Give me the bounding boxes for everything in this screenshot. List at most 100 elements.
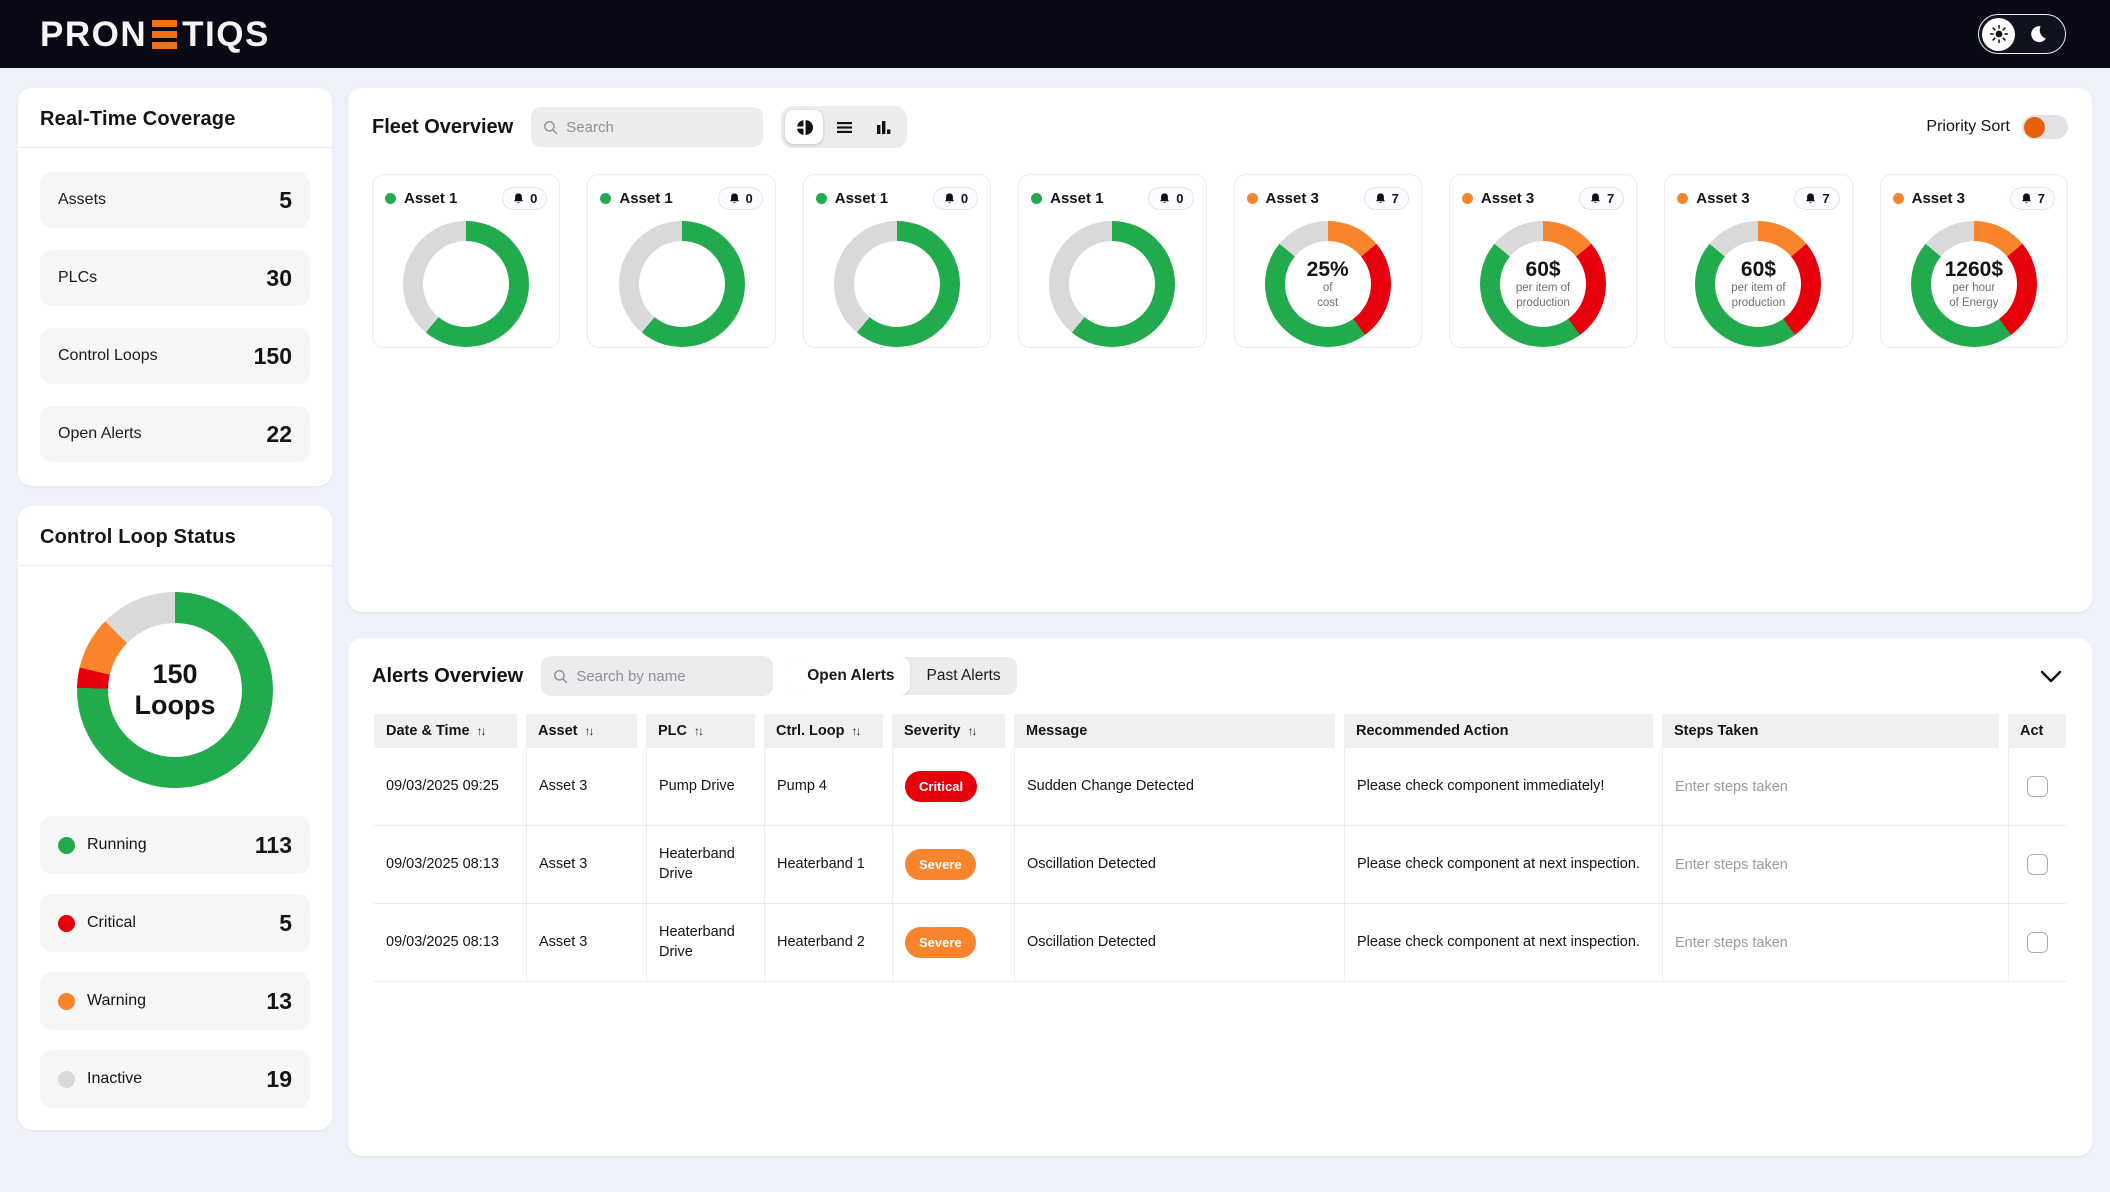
alert-count-badge: 7: [2009, 187, 2055, 210]
asset-card[interactable]: Asset 3 7 60$ per item of production: [1448, 174, 1638, 348]
cell-message: Oscillation Detected: [1014, 904, 1344, 981]
col-message: Message: [1014, 714, 1335, 748]
tab-past-alerts[interactable]: Past Alerts: [910, 657, 1016, 695]
alerts-tabs: Open Alerts Past Alerts: [791, 657, 1017, 695]
asset-status-dot: [815, 193, 827, 204]
steps-taken-input[interactable]: [1675, 856, 1996, 873]
legend-item-running: Running 113: [40, 816, 310, 874]
bell-icon: [944, 193, 954, 204]
col-severity: Severity ↑↓: [892, 714, 1005, 748]
critical-dot: [58, 914, 75, 932]
alerts-search-input[interactable]: [576, 667, 762, 685]
steps-taken-input[interactable]: [1675, 778, 1996, 795]
cell-asset: Asset 3: [526, 826, 646, 903]
warning-dot: [58, 992, 75, 1010]
asset-donut-chart: [1049, 221, 1176, 347]
tab-open-alerts[interactable]: Open Alerts: [791, 657, 911, 695]
top-bar: PRON TIQS: [0, 0, 2110, 68]
col-act: Act: [2008, 714, 2066, 748]
sort-icon[interactable]: ↑↓: [476, 724, 487, 738]
fleet-overview-panel: Fleet Overview: [348, 88, 2092, 612]
alerts-table: Date & Time ↑↓ Asset ↑↓ PLC ↑↓ Ctrl. Loop ↑↓…: [348, 712, 2092, 982]
bell-icon: [514, 193, 524, 204]
asset-status-dot: [385, 193, 396, 204]
cell-datetime: 09/03/2025 08:13: [386, 855, 499, 872]
cell-plc: Pump Drive: [646, 748, 764, 825]
alert-count-badge: 7: [1579, 187, 1625, 210]
list-view-button[interactable]: [825, 110, 863, 144]
fleet-overview-title: Fleet Overview: [372, 115, 514, 138]
bell-icon: [1591, 193, 1600, 204]
asset-card[interactable]: Asset 1 0: [802, 174, 992, 348]
alert-count-badge: 0: [1148, 187, 1194, 210]
asset-card[interactable]: Asset 3 7 25% of cost: [1233, 174, 1422, 348]
table-header-row: Date & Time ↑↓ Asset ↑↓ PLC ↑↓ Ctrl. Loop ↑↓…: [374, 714, 2066, 748]
asset-status-dot: [600, 193, 612, 204]
alerts-overview-panel: Alerts Overview Open Alerts Past Alerts: [348, 638, 2092, 1156]
priority-sort-label: Priority Sort: [1926, 118, 2010, 135]
collapse-panel-button[interactable]: [2034, 664, 2068, 689]
bar-chart-view-button[interactable]: [865, 110, 903, 144]
cell-loop: Heaterband 1: [764, 826, 892, 903]
asset-status-dot: [1677, 193, 1689, 204]
table-row: 09/03/2025 08:13 Asset 3 Heaterband Driv…: [374, 826, 2066, 904]
table-row: 09/03/2025 09:25 Asset 3 Pump Drive Pump…: [374, 748, 2066, 826]
pie-view-button[interactable]: [785, 110, 824, 144]
cell-action: Please check component at next inspectio…: [1344, 904, 1662, 981]
fleet-search-input[interactable]: [566, 118, 752, 136]
asset-card[interactable]: Asset 1 0: [1018, 174, 1207, 348]
fleet-search[interactable]: [531, 107, 764, 147]
inactive-dot: [58, 1070, 75, 1088]
running-dot: [58, 836, 75, 854]
search-icon: [544, 120, 558, 134]
cell-asset: Asset 3: [526, 904, 646, 981]
asset-status-dot: [1246, 193, 1258, 204]
asset-card[interactable]: Asset 1 0: [372, 174, 561, 348]
acknowledge-checkbox[interactable]: [2027, 932, 2048, 953]
priority-sort-toggle[interactable]: [2022, 115, 2068, 139]
asset-status-dot: [1461, 193, 1473, 204]
bell-icon: [1375, 193, 1385, 204]
col-plc: PLC ↑↓: [646, 714, 755, 748]
asset-card[interactable]: Asset 3 7 60$ per item of production: [1664, 174, 1853, 348]
asset-grid: Asset 1 0: [348, 164, 2092, 348]
stat-value: 22: [266, 420, 292, 447]
bell-icon: [1806, 193, 1816, 204]
asset-donut-chart: 60$ per item of production: [1695, 221, 1822, 347]
asset-card[interactable]: Asset 1 0: [587, 174, 776, 348]
stat-label: Open Alerts: [58, 425, 142, 442]
stat-value: 150: [253, 342, 292, 369]
sort-icon[interactable]: ↑↓: [851, 724, 861, 738]
main-content: Fleet Overview: [348, 88, 2092, 1176]
theme-toggle[interactable]: [1978, 14, 2066, 54]
stat-label: Control Loops: [58, 347, 158, 364]
logo-e-icon: [152, 19, 178, 49]
sort-icon[interactable]: ↑↓: [694, 724, 704, 738]
sort-icon[interactable]: ↑↓: [967, 724, 977, 738]
legend-item-inactive: Inactive 19: [40, 1050, 310, 1108]
alert-count-badge: 7: [1363, 187, 1409, 210]
logo-text-post: TIQS: [182, 14, 270, 54]
alert-count-badge: 0: [932, 187, 979, 210]
stat-plcs: PLCs 30: [40, 250, 310, 306]
cell-asset: Asset 3: [526, 748, 646, 825]
search-icon: [554, 669, 568, 683]
toggle-knob: [2024, 116, 2045, 138]
stat-value: 30: [266, 264, 292, 291]
asset-card[interactable]: Asset 3 7 1260$ per hour of Energy: [1879, 174, 2068, 348]
moon-icon[interactable]: [2028, 24, 2048, 44]
acknowledge-checkbox[interactable]: [2027, 776, 2048, 797]
asset-donut-chart: [833, 221, 960, 347]
light-mode-knob[interactable]: [1982, 17, 2015, 51]
steps-taken-input[interactable]: [1675, 934, 1996, 951]
alerts-search[interactable]: [541, 656, 774, 696]
acknowledge-checkbox[interactable]: [2027, 854, 2048, 875]
alerts-overview-title: Alerts Overview: [372, 664, 524, 687]
cell-plc: Heaterband Drive: [646, 826, 764, 903]
severity-badge: Critical: [905, 770, 978, 803]
alert-count-badge: 7: [1794, 187, 1840, 210]
sort-icon[interactable]: ↑↓: [584, 724, 595, 738]
coverage-title: Real-Time Coverage: [40, 108, 236, 130]
asset-donut-chart: [618, 221, 745, 347]
legend-item-warning: Warning 13: [40, 972, 310, 1030]
